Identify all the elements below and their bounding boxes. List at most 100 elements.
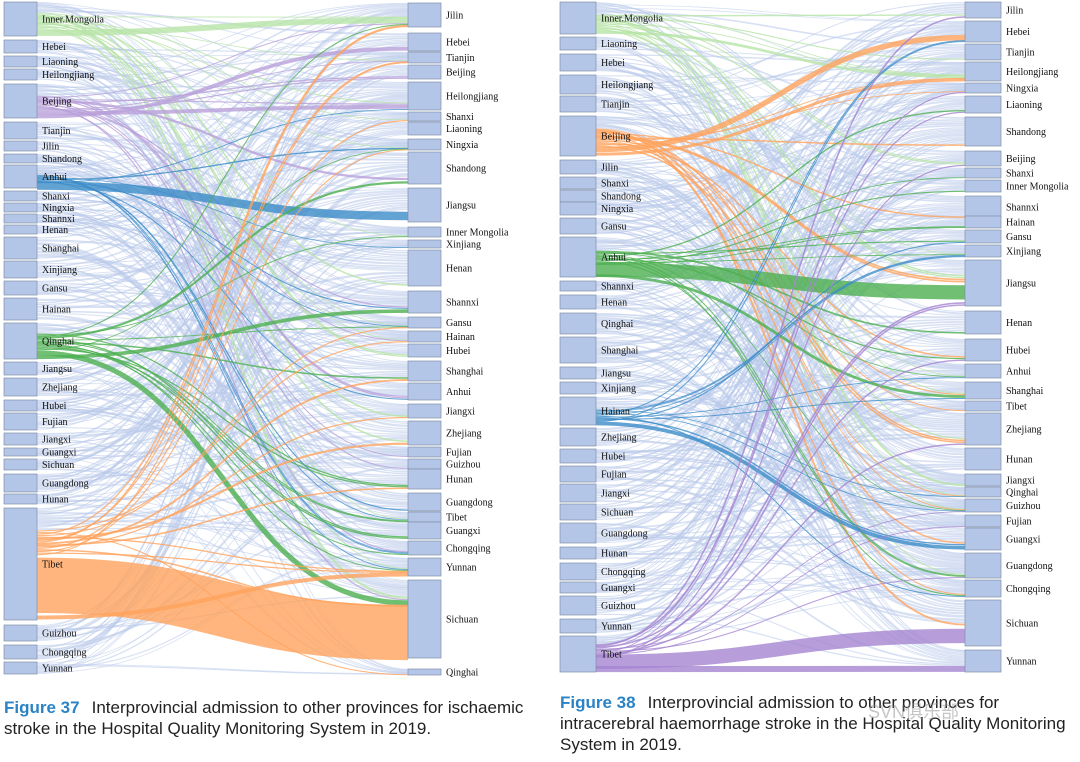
figure38-right-node-henan: [964, 310, 1002, 335]
figure37-link-anhui-to-jiangsu: [36, 181, 409, 221]
figure38-link-jiangxi-to-hebei: [595, 33, 966, 499]
figure37-right-label-ningxia: Ningxia: [446, 140, 479, 151]
figure37-left-label-hainan: Hainan: [42, 305, 71, 316]
figure38-right-label-qinghai: Qinghai: [1006, 488, 1038, 499]
figure38-right-label-henan: Henan: [1006, 318, 1032, 329]
figure37-link-inner-mongolia-to-zhejiang: [36, 21, 409, 443]
figure-37-number: Figure 37: [4, 698, 80, 717]
figure38-right-node-chongqing: [964, 579, 1002, 598]
figure38-link-anhui-to-gansu: [595, 240, 966, 255]
figure37-link-tibet-to-tianjin: [36, 62, 409, 556]
figure37-link-inner-mongolia-to-sichuan: [36, 15, 409, 598]
figure38-link-hainan-to-xinjiang: [595, 256, 966, 416]
figure37-left-node-jiangxi: [3, 432, 38, 446]
figure38-right-node-tianjin: [964, 43, 1002, 61]
figure38-left-node-jilin: [559, 159, 597, 175]
figure38-right-node-qinghai: [964, 486, 1002, 498]
figure38-link-guangxi-to-guangdong: [595, 570, 966, 586]
figure38-link-tibet-to-jiangsu: [595, 304, 966, 657]
figure38-link-guizhou-to-shanxi: [595, 175, 966, 604]
figure37-link-sichuan-to-hebei: [36, 44, 409, 464]
figure38-right-node-liaoning: [964, 95, 1002, 114]
figure38-link-yunnan-to-hainan: [595, 225, 966, 624]
figure-37-caption: Figure 37 Interprovincial admission to ot…: [4, 697, 544, 739]
figure37-link-tibet-to-jiangxi: [36, 416, 409, 548]
figure38-link-tibet-to-jilin: [595, 16, 966, 647]
figure37-right-node-shanxi: [407, 111, 442, 122]
figure38-left-label-sichuan: Sichuan: [601, 508, 633, 519]
figure38-right-node-tibet: [964, 400, 1002, 412]
figure38-right-node-shandong: [964, 116, 1002, 147]
figure37-link-guangxi-to-guizhou: [36, 454, 409, 466]
figure37-link-qinghai-to-jilin: [36, 24, 409, 338]
figure37-link-anhui-to-tibet: [36, 176, 409, 521]
figure38-link-anhui-to-liaoning: [595, 110, 966, 258]
figure37-link-guangdong-to-ningxia: [36, 145, 409, 491]
figure37-left-label-hubei: Hubei: [42, 401, 67, 412]
figure37-link-zhejiang-to-chongqing: [36, 389, 409, 549]
figure37-link-jilin-to-tianjin: [36, 54, 409, 143]
figure37-right-node-shannxi: [407, 290, 442, 314]
figure38-left-label-henan: Henan: [601, 298, 627, 309]
figure38-right-label-hubei: Hubei: [1006, 346, 1031, 357]
figure38-left-label-fujian: Fujian: [601, 470, 627, 481]
figure37-right-node-jiangsu: [407, 187, 442, 223]
figure38-link-gansu-to-hainan: [595, 218, 966, 228]
figure38-right-label-yunnan: Yunnan: [1006, 657, 1037, 668]
figure38-left-node-chongqing: [559, 562, 597, 581]
figure37-link-ningxia-to-jilin: [36, 7, 409, 204]
figure37-link-jilin-to-chongqing: [36, 141, 409, 543]
figure37-left-label-jiangxi: Jiangxi: [42, 435, 71, 446]
figure38-left-label-ningxia: Ningxia: [601, 204, 634, 215]
figure37-right-node-yunnan: [407, 557, 442, 577]
figure38-right-node-shanxi: [964, 167, 1002, 179]
figure37-left-node-hebei: [3, 39, 38, 54]
figure37-link-tibet-to-jiangxi: [36, 413, 409, 518]
figure38-left-node-hunan: [559, 546, 597, 560]
figure38-right-node-inner-mongolia: [964, 179, 1002, 193]
figure37-left-node-jilin: [3, 140, 38, 152]
figure38-link-henan-to-shanxi: [595, 170, 966, 308]
figure37-link-tibet-to-hunan: [36, 487, 409, 546]
figure37-right-label-hubei: Hubei: [446, 346, 471, 357]
figure38-right-label-xinjiang: Xinjiang: [1006, 247, 1041, 258]
figure37-right-label-chongqing: Chongqing: [446, 544, 490, 555]
figure37-right-label-sichuan: Sichuan: [446, 615, 478, 626]
figure38-link-guizhou-to-yunnan: [595, 613, 966, 666]
figure37-right-label-guangxi: Guangxi: [446, 526, 481, 537]
figure37-link-inner-mongolia-to-tianjin: [36, 27, 409, 62]
figure38-right-label-fujian: Fujian: [1006, 517, 1032, 528]
figure38-right-label-jilin: Jilin: [1006, 6, 1023, 17]
figure37-left-node-zhejiang: [3, 377, 38, 397]
figure38-left-node-jiangxi: [559, 483, 597, 503]
figure37-right-label-jiangxi: Jiangxi: [446, 407, 475, 418]
figure38-right-label-shanghai: Shanghai: [1006, 386, 1043, 397]
figure38-left-node-hubei: [559, 448, 597, 464]
figure38-left-node-guangdong: [559, 522, 597, 544]
figure37-right-node-guangdong: [407, 492, 442, 512]
figure37-link-inner-mongolia-to-sichuan: [36, 25, 409, 600]
figure38-left-label-inner-mongolia: Inner.Mongolia: [601, 14, 663, 25]
figure38-link-xinjiang-to-qinghai: [595, 381, 966, 492]
figure37-right-label-tianjin: Tianjin: [446, 53, 475, 64]
figure38-right-label-hebei: Hebei: [1006, 27, 1030, 38]
figure38-link-tibet-to-guangxi: [595, 540, 966, 643]
figure38-left-node-zhejiang: [559, 427, 597, 447]
figure38-right-label-shannxi: Shannxi: [1006, 203, 1039, 214]
figure38-link-chongqing-to-fujian: [595, 524, 966, 565]
figure37-right-node-hunan: [407, 468, 442, 490]
figure37-link-inner-mongolia-to-heilongjiang: [36, 20, 409, 104]
sankey-canvas: Inner.Mongolia Hebei Liaoning Heilongjiang B…: [3, 1, 1069, 679]
figure38-link-xinjiang-to-jilin: [595, 12, 966, 392]
figure38-link-anhui-to-shanxi: [595, 177, 966, 261]
figure37-link-yunnan-to-inner-mongolia: [36, 235, 409, 675]
figure37-link-liaoning-to-heilongjiang: [36, 62, 409, 86]
figure37-left-node-liaoning: [3, 55, 38, 68]
figure38-link-anhui-to-hainan: [595, 227, 966, 265]
figure38-left-node-guizhou: [559, 595, 597, 616]
figure37-left-label-shannxi: Shannxi: [42, 214, 75, 225]
figure38-link-shandong-to-hebei: [595, 25, 966, 194]
figure38-link-henan-to-shanxi: [595, 169, 966, 305]
figure-38-caption-text: Interprovincial admission to other provi…: [560, 693, 1066, 754]
figure38-left-label-heilongjiang: Heilongjiang: [601, 80, 653, 91]
